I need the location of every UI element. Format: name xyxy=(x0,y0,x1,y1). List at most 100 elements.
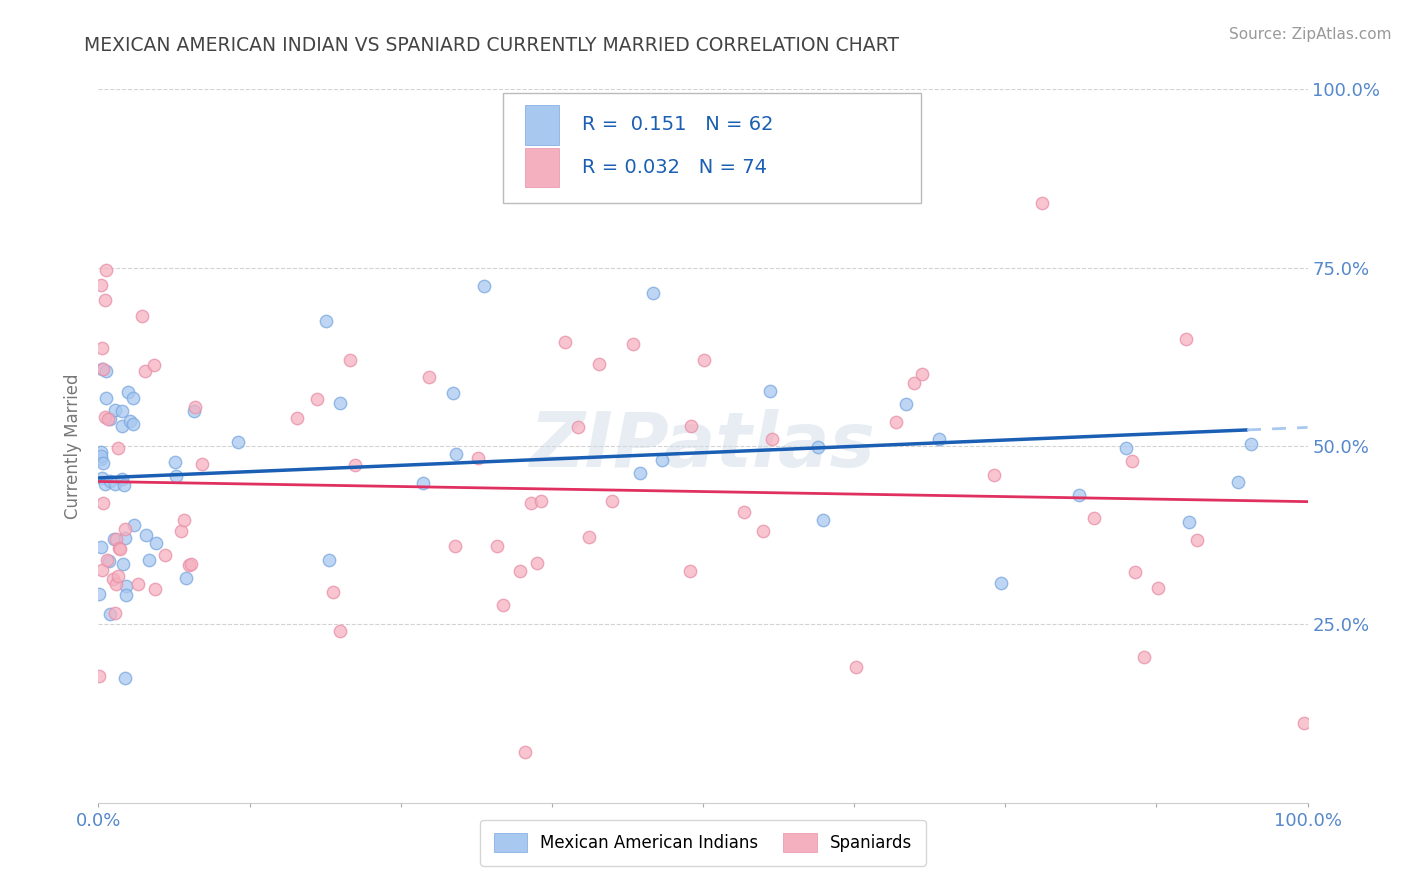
Point xyxy=(90,444,112,458)
Point xyxy=(114,579,136,593)
Point xyxy=(107,442,129,456)
Point xyxy=(98,475,121,489)
Point xyxy=(1177,515,1199,529)
Point xyxy=(165,469,187,483)
Point xyxy=(692,168,714,182)
Point xyxy=(104,532,127,546)
FancyBboxPatch shape xyxy=(503,93,921,203)
Point xyxy=(96,364,118,378)
Point xyxy=(1123,565,1146,579)
Point xyxy=(94,477,117,491)
Point xyxy=(1069,488,1091,502)
Point xyxy=(1185,533,1208,547)
Point xyxy=(91,563,114,577)
Point xyxy=(1147,581,1170,595)
Point xyxy=(90,541,112,555)
Point xyxy=(173,513,195,527)
Point xyxy=(441,386,464,401)
Point xyxy=(91,362,114,376)
Point xyxy=(761,432,783,446)
Point xyxy=(183,404,205,418)
Point xyxy=(418,369,440,384)
Text: R =  0.151   N = 62: R = 0.151 N = 62 xyxy=(582,115,773,135)
Point xyxy=(621,337,644,351)
Point xyxy=(679,564,702,578)
Point xyxy=(94,263,117,277)
Point xyxy=(884,416,907,430)
Point xyxy=(108,541,131,555)
Point xyxy=(87,587,110,601)
Point xyxy=(98,554,121,568)
Point xyxy=(628,467,651,481)
Point xyxy=(122,391,145,405)
Point xyxy=(567,420,589,434)
Point xyxy=(1133,649,1156,664)
Point xyxy=(526,556,548,570)
Y-axis label: Currently Married: Currently Married xyxy=(63,373,82,519)
Point xyxy=(911,367,934,381)
Point xyxy=(651,453,673,467)
Point xyxy=(758,384,780,399)
Point xyxy=(520,496,543,510)
Point xyxy=(131,310,153,324)
Point xyxy=(87,669,110,683)
Point xyxy=(104,476,127,491)
Point xyxy=(226,434,249,449)
Point xyxy=(467,450,489,465)
Point xyxy=(1083,511,1105,525)
Point xyxy=(107,568,129,582)
Point xyxy=(1175,332,1198,346)
Point xyxy=(143,582,166,596)
Point xyxy=(97,412,120,426)
Point xyxy=(91,470,114,484)
Point xyxy=(190,458,212,472)
Point xyxy=(329,395,352,409)
Point xyxy=(578,530,600,544)
Point xyxy=(733,505,755,519)
Point xyxy=(91,341,114,355)
Point xyxy=(127,577,149,591)
Point xyxy=(103,532,125,546)
Point xyxy=(163,455,186,469)
Text: ZIPatlas: ZIPatlas xyxy=(530,409,876,483)
Point xyxy=(990,575,1012,590)
Point xyxy=(983,467,1005,482)
Point xyxy=(285,411,308,425)
Point xyxy=(103,572,125,586)
Point xyxy=(896,397,918,411)
Point xyxy=(93,293,115,308)
Point xyxy=(643,286,665,301)
Point xyxy=(143,358,166,372)
Point xyxy=(155,548,177,562)
Point xyxy=(444,539,467,553)
Point xyxy=(117,384,139,399)
Point xyxy=(1226,475,1249,489)
Point xyxy=(315,314,337,328)
Text: R = 0.032   N = 74: R = 0.032 N = 74 xyxy=(582,158,768,178)
Point xyxy=(530,494,553,508)
Point xyxy=(412,475,434,490)
Point xyxy=(91,496,114,510)
Point xyxy=(135,527,157,541)
Point xyxy=(184,401,207,415)
Point xyxy=(174,571,197,585)
Point xyxy=(98,607,121,622)
Text: Source: ZipAtlas.com: Source: ZipAtlas.com xyxy=(1229,27,1392,42)
Point xyxy=(138,553,160,567)
Bar xyxy=(526,148,560,187)
Point xyxy=(305,392,328,406)
Point xyxy=(807,440,830,454)
Point xyxy=(322,585,344,599)
Bar xyxy=(526,105,560,145)
Point xyxy=(94,392,117,406)
Point xyxy=(170,524,193,538)
Point xyxy=(93,362,115,376)
Point xyxy=(180,557,202,571)
Point xyxy=(120,414,142,428)
Point xyxy=(1115,441,1137,455)
Point xyxy=(491,598,513,612)
Point xyxy=(1121,454,1143,468)
Point xyxy=(145,536,167,550)
Point xyxy=(588,357,610,371)
Point xyxy=(114,589,136,603)
